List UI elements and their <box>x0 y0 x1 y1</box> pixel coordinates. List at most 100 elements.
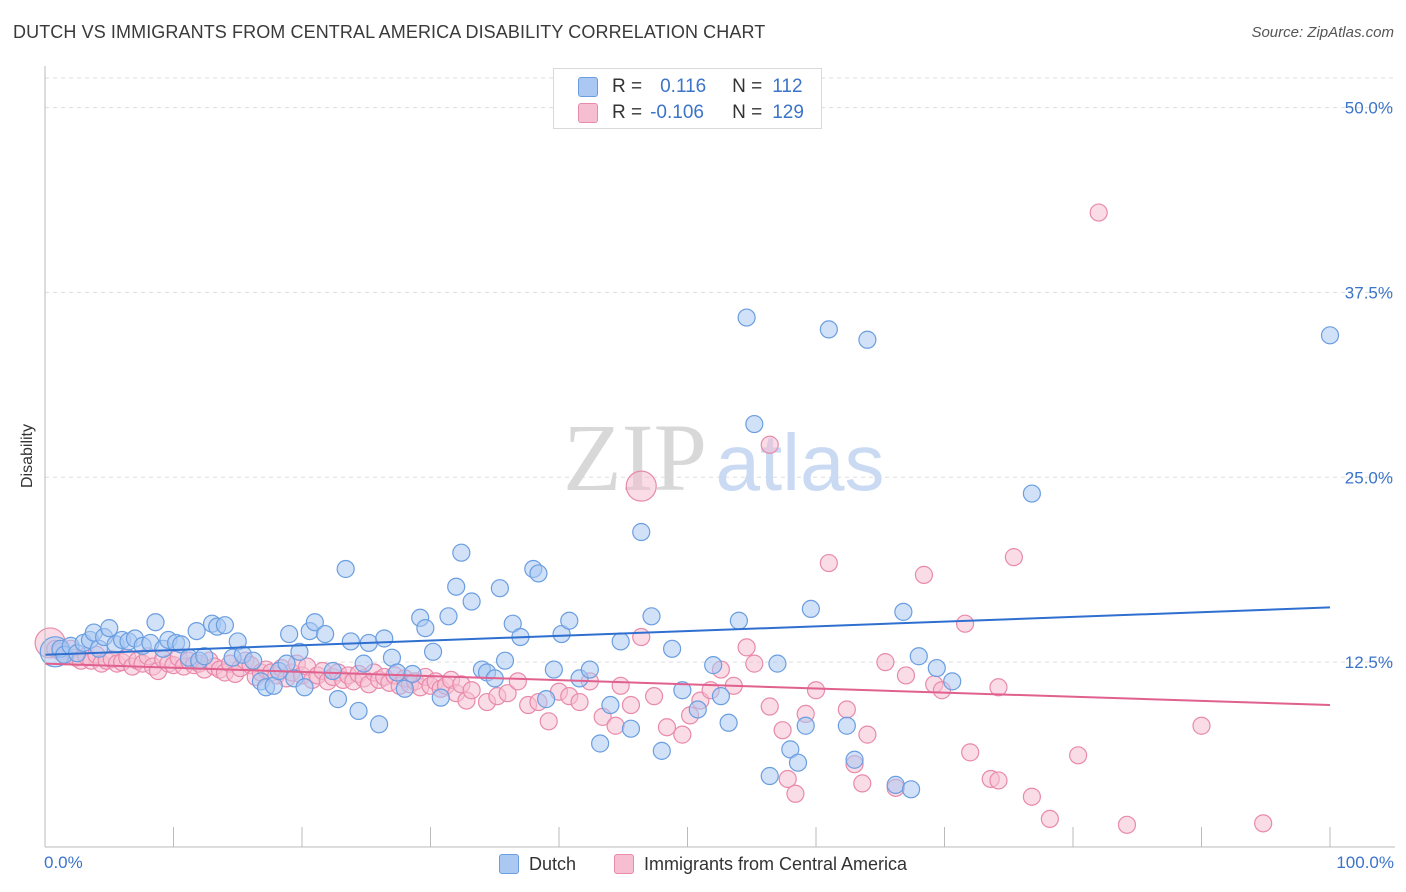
immigrants-point <box>806 681 826 700</box>
immigrants-point <box>657 718 677 737</box>
legend-swatch-dutch <box>578 77 598 97</box>
immigrants-point <box>1004 548 1023 567</box>
dutch-trend-line <box>44 606 1331 656</box>
dutch-point <box>662 639 682 658</box>
grid-lines <box>45 77 1395 663</box>
dutch-point <box>737 308 756 327</box>
dutch-point <box>375 629 394 648</box>
legend-r-value: -0.106 <box>650 102 704 123</box>
dutch-point <box>591 734 610 753</box>
immigrants-point <box>462 681 481 700</box>
legend-n-value: 112 <box>772 76 803 97</box>
immigrants-point <box>786 784 805 803</box>
dutch-point <box>788 753 808 772</box>
source-label: Source: ZipAtlas.com <box>1251 24 1394 41</box>
dutch-point <box>244 651 263 670</box>
immigrants-point <box>760 697 779 716</box>
dutch-point <box>295 678 314 697</box>
y-tick-label: 50.0% <box>1345 99 1393 118</box>
dutch-point <box>403 664 422 684</box>
immigrants-points <box>34 203 1273 834</box>
y-tick-label: 12.5% <box>1345 653 1393 672</box>
axes <box>44 66 1395 848</box>
series-legend-dutch: Dutch <box>499 852 576 876</box>
legend-n-label: N = <box>732 76 763 97</box>
dutch-point <box>195 647 214 666</box>
dutch-point <box>729 611 749 630</box>
immigrants-point <box>760 435 779 454</box>
immigrants-point <box>1254 814 1273 833</box>
dutch-point <box>187 621 206 641</box>
immigrants-point <box>819 553 838 573</box>
immigrants-point <box>737 638 756 657</box>
dutch-point <box>370 715 389 734</box>
dutch-point <box>215 616 234 635</box>
legend-r-label: R = <box>612 76 643 97</box>
immigrants-point <box>606 716 625 735</box>
dutch-point <box>768 654 787 673</box>
dutch-point <box>652 741 671 760</box>
immigrants-point <box>837 700 856 719</box>
y-tick-label: 37.5% <box>1345 283 1393 302</box>
immigrants-point <box>961 743 980 762</box>
dutch-point <box>901 780 921 799</box>
dutch-point <box>323 661 342 681</box>
dutch-point <box>711 687 731 706</box>
legend-swatch-dutch <box>499 854 519 874</box>
legend-n-value: 129 <box>772 102 804 123</box>
immigrants-point <box>1040 809 1059 829</box>
dutch-point <box>601 695 620 715</box>
immigrants-point <box>570 692 589 712</box>
dutch-point <box>632 522 651 542</box>
immigrants-point <box>1089 203 1108 222</box>
immigrants-trend-line <box>44 662 1331 707</box>
immigrants-point <box>858 725 877 744</box>
dutch-point <box>447 577 466 596</box>
trend-lines <box>44 606 1331 707</box>
legend-row-dutch: R = 0.116 N = 112 <box>578 75 803 99</box>
dutch-point <box>688 700 707 719</box>
watermark-atlas: atlas <box>716 418 885 507</box>
dutch-point <box>745 414 764 434</box>
immigrants-point <box>673 725 692 744</box>
dutch-point <box>537 690 556 709</box>
dutch-point <box>673 681 692 700</box>
watermark: ZIP atlas <box>563 404 884 511</box>
immigrants-point <box>498 684 517 703</box>
legend-r-value: 0.116 <box>660 76 707 97</box>
dutch-point <box>837 716 856 735</box>
dutch-point <box>845 750 864 769</box>
immigrants-point <box>914 565 934 584</box>
immigrants-point <box>611 676 630 695</box>
dutch-point <box>580 660 599 679</box>
legend-row-immigrants: R = -0.106 N = 129 <box>578 101 804 125</box>
dutch-point <box>439 607 458 626</box>
x-tick-max: 100.0% <box>1336 853 1394 872</box>
immigrants-point <box>989 678 1008 697</box>
dutch-point <box>611 632 630 651</box>
dutch-point <box>801 599 820 619</box>
immigrants-point <box>625 470 657 502</box>
dutch-point <box>349 701 368 721</box>
immigrants-point <box>989 771 1008 790</box>
legend-swatch-immigrants <box>614 854 634 874</box>
dutch-point <box>490 579 509 598</box>
immigrants-point <box>853 774 872 793</box>
dutch-point <box>305 613 324 632</box>
dutch-point <box>416 619 435 638</box>
immigrants-point <box>745 654 764 673</box>
chart-title: DUTCH VS IMMIGRANTS FROM CENTRAL AMERICA… <box>13 22 766 42</box>
immigrants-point <box>1117 815 1137 834</box>
y-tick-label: 25.0% <box>1345 468 1393 487</box>
dutch-point <box>642 607 661 626</box>
immigrants-point <box>778 769 797 789</box>
immigrants-point <box>1069 746 1088 765</box>
dutch-point <box>423 642 443 661</box>
dutch-point <box>529 564 548 583</box>
dutch-point <box>1022 484 1041 503</box>
dutch-point <box>452 543 471 562</box>
dutch-point <box>100 619 119 638</box>
dutch-point <box>146 613 165 632</box>
legend-r-label: R = <box>612 102 643 123</box>
